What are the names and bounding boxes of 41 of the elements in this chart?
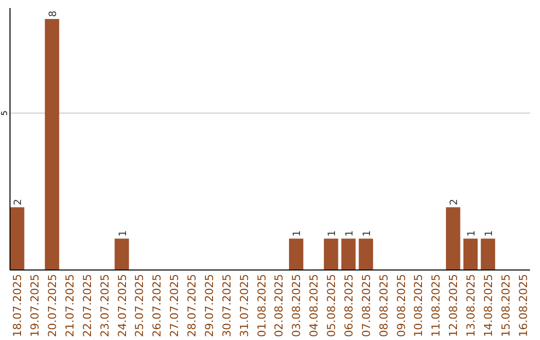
x-tick-label: 22.07.2025 bbox=[80, 274, 94, 337]
x-tick-label: 09.08.2025 bbox=[394, 274, 408, 337]
x-tick-label: 12.08.2025 bbox=[447, 274, 460, 337]
data-label: 1 bbox=[362, 230, 373, 237]
x-tick-label: 26.07.2025 bbox=[150, 274, 164, 337]
data-label: 1 bbox=[327, 230, 338, 237]
y-tick-label: 5 bbox=[0, 110, 9, 116]
x-tick-label: 15.08.2025 bbox=[499, 274, 512, 337]
data-label: 1 bbox=[292, 230, 304, 237]
x-tick-label: 28.07.2025 bbox=[186, 274, 199, 337]
x-tick-label: 18.07.2025 bbox=[11, 274, 24, 337]
x-tick-label: 01.08.2025 bbox=[255, 274, 268, 337]
x-tick-label: 14.08.2025 bbox=[482, 274, 495, 337]
x-tick-label: 16.08.2025 bbox=[516, 274, 530, 337]
x-tick-label: 27.07.2025 bbox=[168, 274, 182, 337]
x-tick-label: 11.08.2025 bbox=[430, 274, 443, 337]
x-tick-label: 13.08.2025 bbox=[464, 274, 478, 337]
x-tick-label: 23.07.2025 bbox=[98, 274, 112, 337]
data-label: 1 bbox=[484, 230, 495, 237]
data-label: 2 bbox=[13, 198, 24, 206]
x-tick-label: 05.08.2025 bbox=[325, 274, 338, 337]
x-tick-label: 04.08.2025 bbox=[308, 274, 321, 337]
data-label: 8 bbox=[48, 10, 60, 17]
data-label: 2 bbox=[449, 198, 460, 206]
x-tick-label: 29.07.2025 bbox=[202, 274, 216, 337]
data-label: 1 bbox=[344, 230, 356, 237]
x-tick-label: 21.07.2025 bbox=[63, 274, 76, 337]
data-label: 1 bbox=[118, 230, 129, 237]
x-tick-label: 10.08.2025 bbox=[412, 274, 426, 337]
x-tick-label: 19.07.2025 bbox=[28, 274, 42, 337]
data-label: 1 bbox=[466, 230, 478, 237]
x-tick-label: 03.08.2025 bbox=[290, 274, 304, 337]
x-tick-label: 02.08.2025 bbox=[272, 274, 286, 337]
x-tick-label: 20.07.2025 bbox=[46, 274, 60, 337]
x-tick-label: 06.08.2025 bbox=[342, 274, 356, 337]
x-tick-label: 31.07.2025 bbox=[238, 274, 251, 337]
x-tick-label: 08.08.2025 bbox=[377, 274, 390, 337]
x-tick-label: 07.08.2025 bbox=[360, 274, 373, 337]
x-tick-label: 30.07.2025 bbox=[220, 274, 234, 337]
x-tick-label: 24.07.2025 bbox=[116, 274, 129, 337]
x-tick-label: 25.07.2025 bbox=[133, 274, 146, 337]
